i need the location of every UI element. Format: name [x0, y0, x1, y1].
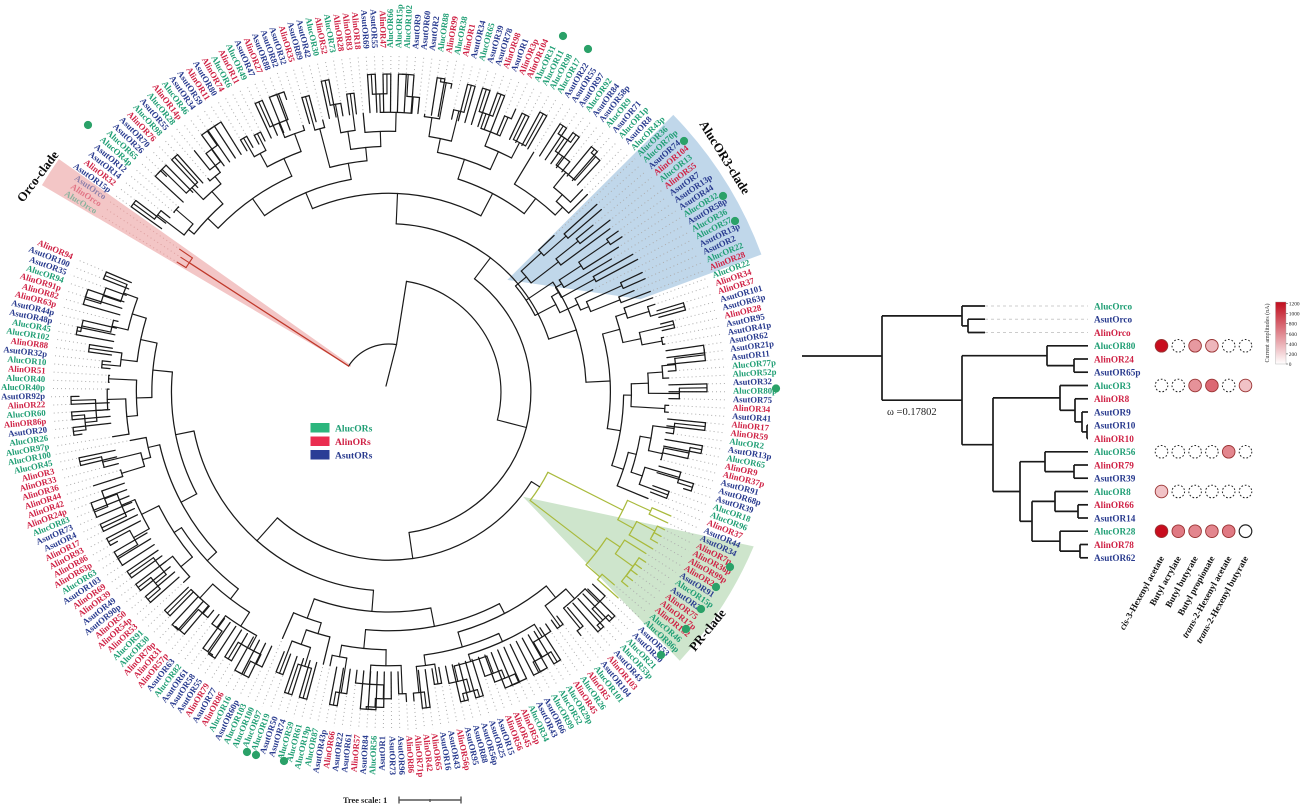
svg-text:AsutORs: AsutORs: [335, 451, 373, 462]
svg-text:800: 800: [1289, 322, 1297, 328]
svg-text:ω =0.17802: ω =0.17802: [887, 407, 937, 418]
svg-text:AsutOR14: AsutOR14: [1094, 513, 1136, 523]
svg-text:AlucOrco: AlucOrco: [1094, 301, 1133, 311]
svg-text:AlinORs: AlinORs: [335, 437, 371, 448]
svg-text:AlucOR8: AlucOR8: [1094, 487, 1131, 497]
svg-text:Current amplitudes (nA): Current amplitudes (nA): [1264, 304, 1271, 363]
svg-text:AlucOR80: AlucOR80: [1094, 341, 1136, 351]
svg-text:AlinOR78: AlinOR78: [1094, 540, 1134, 550]
svg-text:AlinOR79: AlinOR79: [1094, 460, 1134, 470]
svg-text:1000: 1000: [1289, 312, 1300, 318]
svg-text:AlinOR24: AlinOR24: [1094, 354, 1134, 364]
svg-text:1200: 1200: [1289, 302, 1300, 308]
svg-text:AsutOR62: AsutOR62: [1094, 553, 1136, 563]
svg-text:400: 400: [1289, 342, 1297, 348]
svg-text:AlucORs: AlucORs: [335, 424, 373, 435]
svg-text:AlinOR8: AlinOR8: [1094, 394, 1130, 404]
svg-text:AsutOR39: AsutOR39: [1094, 474, 1136, 484]
svg-text:AlucOR3: AlucOR3: [1094, 381, 1131, 391]
svg-text:Tree scale: 1: Tree scale: 1: [343, 796, 387, 805]
svg-text:AsutOR65p: AsutOR65p: [1094, 368, 1140, 378]
svg-text:AsutOrco: AsutOrco: [1094, 315, 1133, 325]
svg-text:600: 600: [1289, 332, 1297, 338]
svg-text:AlinOrco: AlinOrco: [1094, 328, 1131, 338]
svg-text:AlucOR28: AlucOR28: [1094, 527, 1136, 537]
svg-text:0: 0: [1289, 362, 1292, 368]
svg-text:AsutOR73: AsutOR73: [388, 736, 398, 776]
svg-text:AsutOR9: AsutOR9: [1094, 407, 1131, 417]
svg-text:AlucOR56: AlucOR56: [1094, 447, 1136, 457]
svg-text:AlinOR10: AlinOR10: [1094, 434, 1134, 444]
svg-text:200: 200: [1289, 352, 1297, 358]
svg-text:AsutOR92p: AsutOR92p: [1, 391, 45, 402]
svg-text:AlinOR66: AlinOR66: [1094, 500, 1134, 510]
svg-text:AsutOR10: AsutOR10: [1094, 421, 1136, 431]
